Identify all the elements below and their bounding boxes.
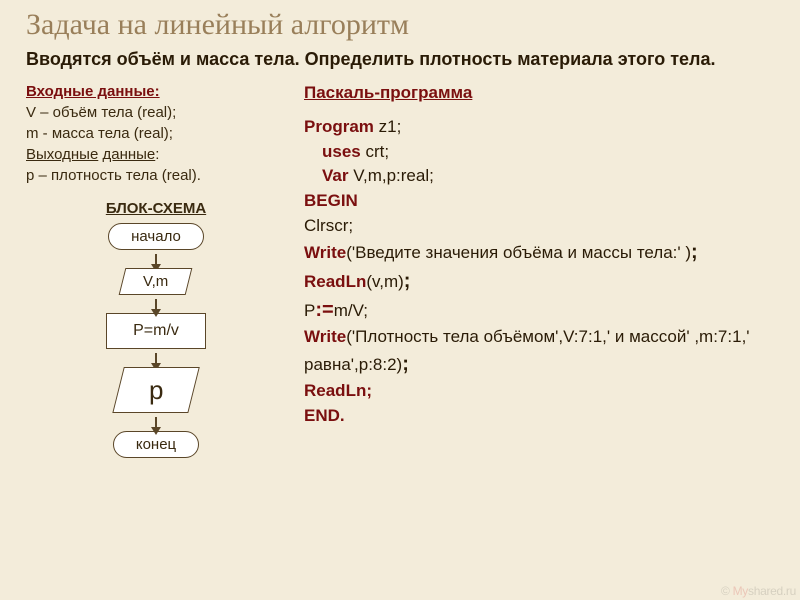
code-line-uses: uses crt; (304, 140, 774, 165)
code-line-readln2: ReadLn; (304, 379, 774, 404)
kw-readln2: ReadLn; (304, 381, 372, 400)
flow-input: V,m (119, 268, 193, 295)
output-header-colon: : (155, 146, 159, 163)
arrow-4 (26, 413, 286, 431)
code-block: Program z1; uses crt; Var V,m,p:real; BE… (304, 115, 774, 428)
kw-write2: Write (304, 327, 346, 346)
flowchart: начало V,m P=m/v p конец (26, 223, 286, 459)
write1-text: ('Введите значения объёма и массы тела:'… (346, 243, 691, 262)
flow-input-label: V,m (143, 271, 168, 292)
arrow-3 (26, 349, 286, 367)
kw-readln1: ReadLn (304, 272, 366, 291)
flow-output: p (112, 367, 200, 413)
semi-1: ; (691, 241, 698, 263)
semi-3: ; (402, 353, 409, 375)
kw-uses: uses (322, 142, 361, 161)
code-line-readln1: ReadLn(v,m); (304, 267, 774, 296)
input-header: Входные данные: (26, 81, 286, 102)
code-line-var: Var V,m,p:real; (304, 164, 774, 189)
output-header-word2: данные (102, 146, 155, 163)
code-line-write1: Write('Введите значения объёма и массы т… (304, 238, 774, 267)
prog-name: z1; (374, 117, 401, 136)
input-line-1: V – объём тела (real); (26, 102, 286, 123)
output-header: Выходные данные: (26, 144, 286, 165)
readln1-text: (v,m) (366, 272, 403, 291)
watermark-pre: © (721, 584, 733, 598)
slide-subtitle: Вводятся объём и масса тела. Определить … (26, 48, 774, 71)
code-line-write2: Write('Плотность тела объёмом',V:7:1,' и… (304, 325, 774, 379)
kw-var: Var (322, 166, 348, 185)
kw-program: Program (304, 117, 374, 136)
slide-title: Задача на линейный алгоритм (26, 8, 774, 42)
pascal-title: Паскаль-программа (304, 81, 774, 106)
arrow-1 (26, 250, 286, 268)
assign-post: m/V; (334, 301, 368, 320)
left-column: Входные данные: V – объём тела (real); m… (26, 81, 286, 459)
watermark-my: My (733, 584, 748, 598)
kw-end: END. (304, 406, 345, 425)
block-schema-title: БЛОК-СХЕМА (26, 198, 286, 219)
output-line-1: p – плотность тела (real). (26, 165, 286, 186)
flow-start: начало (108, 223, 204, 250)
columns: Входные данные: V – объём тела (real); m… (26, 81, 774, 459)
input-line-2: m - масса тела (real); (26, 123, 286, 144)
code-line-program: Program z1; (304, 115, 774, 140)
kw-write1: Write (304, 243, 346, 262)
flow-process: P=m/v (106, 313, 206, 349)
output-header-word1: Выходные (26, 146, 98, 163)
code-line-assign: P:=m/V; (304, 296, 774, 325)
watermark-post: shared.ru (748, 584, 796, 598)
code-line-begin: BEGIN (304, 189, 774, 214)
slide: Задача на линейный алгоритм Вводятся объ… (0, 0, 800, 458)
right-column: Паскаль-программа Program z1; uses crt; … (304, 81, 774, 429)
arrow-2 (26, 295, 286, 313)
flow-output-label: p (149, 372, 163, 408)
flow-end: конец (113, 431, 199, 458)
uses-text: crt; (361, 142, 389, 161)
kw-begin: BEGIN (304, 191, 358, 210)
code-line-end: END. (304, 404, 774, 429)
code-line-clrscr: Clrscr; (304, 214, 774, 239)
write2-text: ('Плотность тела объёмом',V:7:1,' и масс… (304, 327, 750, 374)
semi-2: ; (404, 270, 411, 292)
assign-pre: P (304, 301, 315, 320)
assign-op: := (315, 299, 333, 321)
var-text: V,m,p:real; (348, 166, 433, 185)
watermark: © Myshared.ru (721, 584, 796, 598)
